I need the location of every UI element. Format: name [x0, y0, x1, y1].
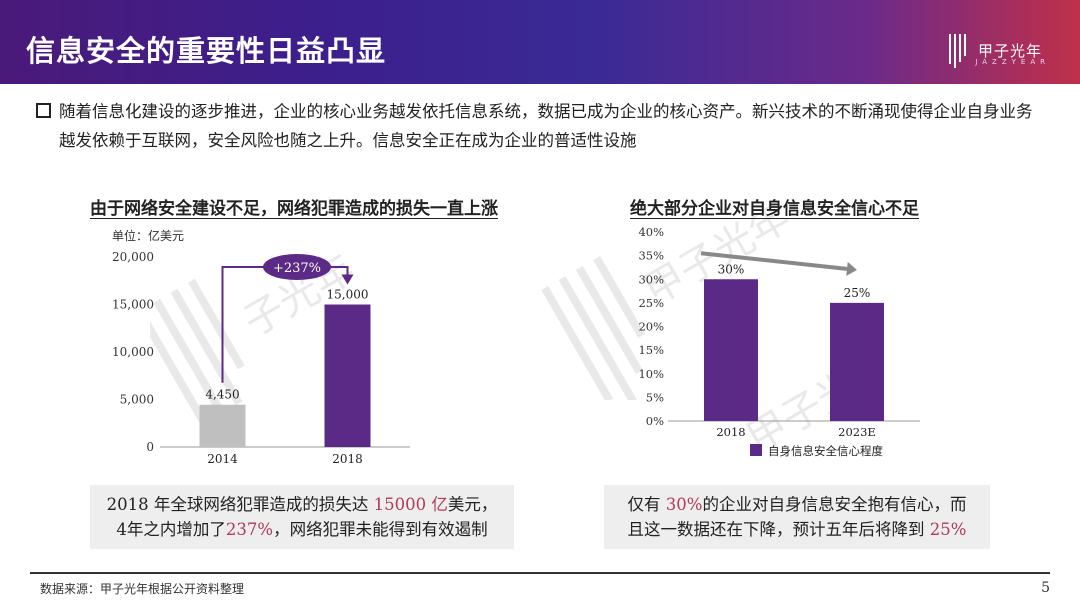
right-chart-title: 绝大部分企业对自身信息安全信心不足 — [630, 199, 919, 219]
y-tick-label: 15,000 — [112, 298, 154, 312]
bullet-square-icon — [36, 103, 51, 118]
header-banner: 信息安全的重要性日益凸显 甲子光年 JAZZYEAR — [0, 0, 1080, 84]
right-callout-text: 且这一数据还在下降，预计五年后将降到 — [627, 520, 930, 539]
growth-badge — [263, 254, 331, 280]
trend-arrow-head-icon — [846, 261, 857, 276]
y-tick-label: 30% — [638, 272, 664, 286]
x-tick-label: 2018 — [332, 452, 363, 466]
growth-arrow-head-icon — [341, 274, 354, 285]
footer-divider — [30, 572, 1050, 574]
loss-bar-chart: 单位：亿美元 0 5,000 10,000 15,000 20,000 4,450 2014 1… — [112, 228, 410, 466]
bar-value-label: 4,450 — [205, 388, 239, 402]
brand-logo: 甲子光年 — [948, 32, 1042, 68]
y-tick-label: 10,000 — [112, 345, 154, 359]
y-tick-label: 40% — [638, 225, 664, 239]
y-tick-label: 10% — [638, 367, 664, 381]
right-callout: 仅有 30%的企业对自身信息安全抱有信心，而 且这一数据还在下降，预计五年后将降… — [604, 485, 990, 549]
bar — [830, 302, 884, 421]
x-tick-label: 2023E — [838, 425, 876, 439]
bar-value-label: 30% — [718, 262, 745, 276]
y-tick-label: 35% — [638, 249, 664, 263]
y-tick-label: 20,000 — [112, 250, 154, 264]
x-tick-label: 2018 — [716, 425, 745, 439]
left-callout-text: ，网络犯罪未能得到有效遏制 — [273, 520, 488, 539]
page-title: 信息安全的重要性日益凸显 — [26, 34, 387, 68]
y-tick-label: 15% — [638, 343, 664, 357]
intro-text: 随着信息化建设的逐步推进，企业的核心业务越发依托信息系统，数据已成为企业的核心资… — [59, 102, 1033, 150]
brand-mark-icon — [948, 34, 966, 68]
y-tick-label: 5,000 — [120, 393, 154, 407]
left-chart-title: 由于网络安全建设不足，网络犯罪造成的损失一直上涨 — [90, 199, 498, 219]
bar-value-label: 25% — [844, 286, 871, 300]
y-tick-label: 5% — [646, 390, 664, 404]
brand-sub: JAZZYEAR — [975, 58, 1050, 66]
data-source: 数据来源：甲子光年根据公开资料整理 — [40, 582, 245, 596]
right-callout-text: 仅有 — [627, 495, 666, 514]
y-tick-label: 20% — [638, 320, 664, 334]
page-number: 5 — [1041, 580, 1050, 596]
x-tick-label: 2014 — [207, 452, 238, 466]
bar — [199, 404, 246, 447]
bar-value-label: 15,000 — [327, 288, 369, 302]
left-callout-highlight-amount: 15000 亿 — [373, 495, 448, 514]
left-callout-highlight-pct: 237% — [225, 520, 274, 539]
confidence-bar-chart: 0% 5% 10% 15% 20% 25% 30% 35% 40% 30% 2018 25% 2023E… — [638, 225, 920, 458]
right-callout-highlight-pct: 30% — [665, 495, 703, 514]
growth-badge-label: +237% — [273, 261, 321, 276]
y-tick-label: 0% — [646, 414, 664, 428]
right-callout-text: 的企业对自身信息安全抱有信心，而 — [702, 495, 967, 514]
left-callout-text: 4年之内增加了 — [116, 520, 226, 539]
y-tick-label: 0 — [146, 440, 154, 454]
unit-label: 单位：亿美元 — [112, 228, 184, 243]
left-callout-text: 2018 年全球网络犯罪造成的损失达 — [106, 495, 374, 514]
bar — [324, 304, 371, 447]
y-tick-label: 25% — [638, 296, 664, 310]
left-callout: 2018 年全球网络犯罪造成的损失达 15000 亿美元， 4年之内增加了237… — [90, 485, 514, 549]
bar — [704, 279, 758, 421]
left-callout-text: 美元， — [447, 495, 498, 514]
trend-arrow-line — [700, 251, 848, 271]
legend-swatch — [750, 444, 762, 456]
right-callout-highlight-pct: 25% — [929, 520, 967, 539]
legend-label: 自身信息安全信心程度 — [768, 444, 883, 458]
brand-name: 甲子光年 — [977, 41, 1042, 60]
